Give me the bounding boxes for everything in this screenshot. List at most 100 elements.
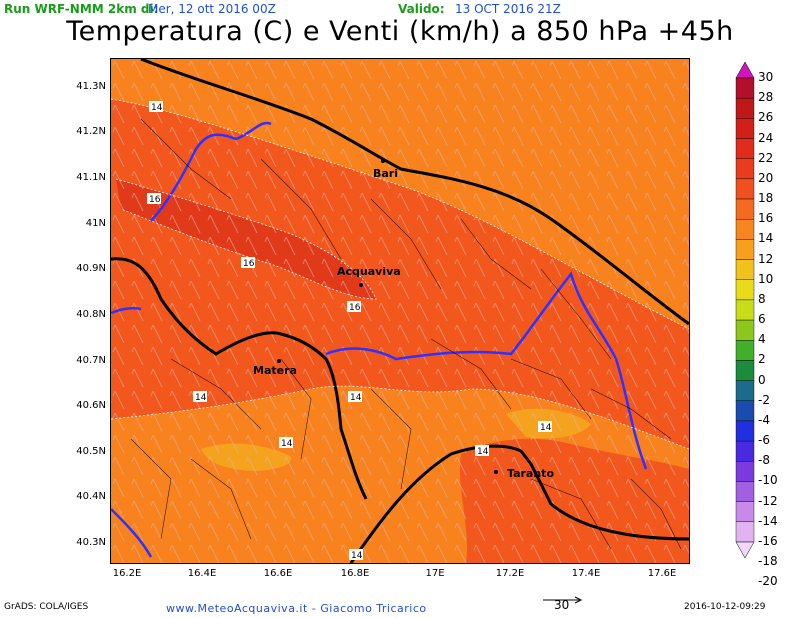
lat-tick: 40.9N [76, 263, 106, 274]
colorbar-level-label: 14 [758, 231, 774, 246]
colorbar-swatch [735, 97, 755, 119]
colorbar-swatch [735, 77, 755, 99]
colorbar-level-label: -10 [758, 473, 778, 488]
colorbar-bottom-cap [735, 541, 755, 558]
lon-tick: 17.6E [647, 568, 677, 579]
svg-text:Bari: Bari [373, 167, 398, 180]
wind-reference-arrow [543, 596, 583, 604]
svg-text:14: 14 [151, 103, 163, 113]
colorbar-swatch [735, 198, 755, 220]
run-label: Run WRF-NMM 2km di: [4, 2, 159, 16]
colorbar-level-label: -4 [758, 412, 770, 427]
grads-credit: GrADS: COLA/IGES [4, 602, 89, 612]
contour-label: 14 [538, 421, 552, 433]
valid-label: Valido: [398, 2, 445, 16]
colorbar-level-label: -14 [758, 513, 778, 528]
colorbar-level-label: 0 [758, 372, 766, 387]
colorbar-swatch [735, 299, 755, 321]
temperature-colorbar [735, 62, 755, 558]
province-border [111, 306, 142, 315]
lat-tick: 41.2N [76, 126, 106, 137]
colorbar-level-label: -16 [758, 534, 778, 548]
colorbar-swatch [735, 259, 755, 280]
colorbar-level-label: 8 [758, 291, 766, 306]
colorbar-level-label: -8 [758, 453, 770, 468]
svg-text:Acquaviva: Acquaviva [337, 265, 401, 278]
wind-barbs [111, 59, 689, 563]
colorbar-level-label: 18 [758, 191, 774, 206]
place-taranto: Taranto [494, 467, 554, 480]
colorbar-level-label: 10 [758, 271, 774, 286]
svg-text:16: 16 [243, 259, 255, 269]
colorbar-swatch [735, 239, 755, 260]
contour-label: 14 [149, 101, 163, 113]
lat-tick: 40.5N [76, 446, 106, 457]
colorbar-swatch [735, 380, 755, 401]
site-credit: www.MeteoAcquaviva.it - Giacomo Tricaric… [166, 602, 427, 615]
svg-text:14: 14 [195, 393, 207, 403]
regional-border [111, 257, 368, 500]
svg-text:14: 14 [351, 551, 363, 561]
colorbar-level-label: 2 [758, 352, 766, 367]
gulf-coastline [349, 444, 689, 563]
contour-line [111, 98, 689, 330]
colorbar-top-cap [735, 62, 755, 79]
svg-text:16: 16 [349, 303, 361, 313]
lon-tick: 16.8E [340, 568, 370, 579]
contour-label: 14 [348, 391, 362, 403]
contour-label: 14 [475, 445, 489, 457]
svg-text:14: 14 [540, 423, 552, 433]
lon-tick: 16.2E [112, 568, 142, 579]
lat-tick: 41N [85, 218, 106, 229]
place-acquaviva: Acquaviva [337, 265, 401, 287]
lat-tick: 41.1N [76, 172, 106, 183]
colorbar-swatch [735, 178, 755, 200]
colorbar-level-label: -18 [758, 554, 778, 569]
contour-label: 14 [279, 437, 293, 449]
colorbar-level-label: 26 [758, 110, 774, 125]
lat-tick: 40.7N [76, 355, 106, 366]
municipal-boundaries [130, 118, 682, 550]
colorbar-level-label: 6 [758, 312, 766, 327]
svg-text:16: 16 [149, 195, 161, 205]
colorbar-swatch [735, 461, 755, 482]
lat-tick: 40.6N [76, 400, 106, 411]
contour-line [111, 385, 689, 450]
colorbar-swatch [735, 400, 755, 422]
place-bari: Bari [373, 159, 398, 180]
svg-text:Taranto: Taranto [507, 467, 554, 480]
colorbar-level-label: 4 [758, 332, 766, 347]
colorbar-level-label: 20 [758, 170, 774, 185]
contour-label: 16 [241, 257, 255, 269]
wind-reference-label: 30 [554, 598, 570, 612]
colorbar-swatch [735, 440, 755, 462]
colorbar-swatch [735, 118, 755, 139]
contour-line [115, 178, 377, 300]
coastline [140, 59, 689, 326]
lon-tick: 17E [425, 568, 445, 579]
colorbar-swatch [735, 501, 755, 523]
lat-tick: 41.3N [76, 81, 106, 92]
temperature-wind-map: Bari Acquaviva Matera Taranto 14 16 16 1… [110, 58, 690, 564]
colorbar-swatch [735, 279, 755, 301]
timestamp: 2016-10-12-09:29 [684, 602, 766, 612]
colorbar-swatch [735, 158, 755, 180]
place-matera: Matera [253, 359, 297, 377]
lon-tick: 16.6E [263, 568, 293, 579]
lon-tick: 17.2E [495, 568, 525, 579]
lat-tick: 40.4N [76, 491, 106, 502]
colorbar-level-label: 28 [758, 90, 774, 105]
colorbar-level-label: 30 [758, 70, 774, 84]
colorbar-swatch [735, 138, 755, 159]
svg-text:14: 14 [281, 439, 293, 449]
lat-tick: 40.8N [76, 309, 106, 320]
svg-text:14: 14 [477, 447, 489, 457]
contour-label: 16 [347, 301, 361, 313]
svg-text:14: 14 [350, 393, 362, 403]
run-date: Mer, 12 ott 2016 00Z [148, 2, 276, 16]
lon-tick: 17.4E [571, 568, 601, 579]
province-border [325, 271, 648, 470]
colorbar-swatch [735, 420, 755, 442]
lat-tick: 40.3N [76, 537, 106, 548]
colorbar-swatch [735, 481, 755, 502]
